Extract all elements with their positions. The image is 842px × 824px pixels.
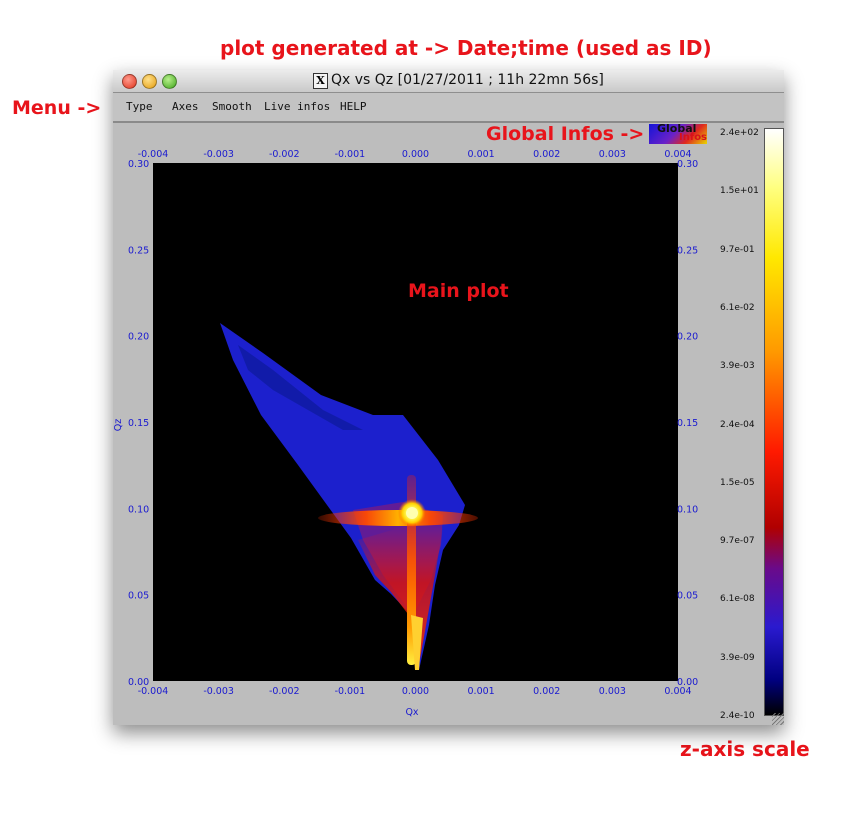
plot-window: X Qx vs Qz [01/27/2011 ; 11h 22mn 56s] T… xyxy=(113,70,784,725)
global-infos-button[interactable]: Global Infos xyxy=(649,124,707,144)
annotation-timestamp: plot generated at -> Date;time (used as … xyxy=(220,36,712,60)
x-tick-label-top: 0.001 xyxy=(468,149,495,160)
z-scale-tick-label: 9.7e-01 xyxy=(720,244,755,255)
x-tick-label-bottom: 0.004 xyxy=(664,686,691,697)
x-tick-label-bottom: -0.002 xyxy=(269,686,300,697)
x-tick-label-top: 0.004 xyxy=(664,149,691,160)
resize-grip-icon[interactable] xyxy=(772,713,784,725)
y-tick-label-left: 0.15 xyxy=(128,418,149,429)
vertical-streak xyxy=(407,475,416,665)
menu-item-axes[interactable]: Axes xyxy=(172,100,199,113)
y-tick-label-left: 0.25 xyxy=(128,245,149,256)
scatter-region-blue xyxy=(220,323,465,670)
y-tick-label-right: 0.25 xyxy=(677,245,698,256)
x-tick-label-bottom: 0.000 xyxy=(402,686,429,697)
menu-bar: Type Axes Smooth Live infos HELP xyxy=(113,93,784,123)
annotation-z-axis: z-axis scale xyxy=(680,737,810,761)
z-scale-tick-label: 3.9e-09 xyxy=(720,652,755,663)
x-tick-label-bottom: 0.002 xyxy=(533,686,560,697)
global-infos-line1: Global xyxy=(657,124,697,135)
y-axis-label: Qz xyxy=(113,419,124,431)
y-tick-label-right: 0.05 xyxy=(677,591,698,602)
z-scale-tick-label: 1.5e+01 xyxy=(720,186,759,197)
z-scale-tick-label: 6.1e-02 xyxy=(720,302,755,313)
annotation-menu: Menu -> xyxy=(12,97,102,119)
x-tick-label-bottom: -0.004 xyxy=(138,686,169,697)
menu-item-smooth[interactable]: Smooth xyxy=(212,100,252,113)
y-tick-label-left: 0.20 xyxy=(128,332,149,343)
scatter-region-deep xyxy=(238,345,363,430)
z-scale-tick-label: 2.4e-10 xyxy=(720,711,755,721)
menu-item-type[interactable]: Type xyxy=(126,100,153,113)
x-tick-label-top: 0.003 xyxy=(599,149,626,160)
zoom-button[interactable] xyxy=(162,74,177,89)
scatter-region-purple xyxy=(353,502,443,615)
annotation-global-infos: Global Infos -> xyxy=(486,123,645,145)
main-plot[interactable]: -0.004 -0.004 -0.003 -0.003 -0.002 -0.002 -0.0… xyxy=(113,70,784,725)
horizontal-streak xyxy=(318,510,478,526)
x-tick-label-bottom: 0.001 xyxy=(468,686,495,697)
global-infos-line2: Infos xyxy=(679,132,707,143)
y-tick-label-left: 0.00 xyxy=(128,677,149,688)
z-color-scale xyxy=(764,128,784,716)
title-bar[interactable]: X Qx vs Qz [01/27/2011 ; 11h 22mn 56s] xyxy=(113,70,784,93)
x-tick-label-bottom: 0.003 xyxy=(599,686,626,697)
window-title: Qx vs Qz [01/27/2011 ; 11h 22mn 56s] xyxy=(331,72,604,88)
x-tick-label-bottom: -0.001 xyxy=(335,686,366,697)
y-tick-label-right: 0.30 xyxy=(677,159,698,170)
annotation-main-plot: Main plot xyxy=(408,280,509,302)
minimize-button[interactable] xyxy=(142,74,157,89)
z-scale-tick-label: 9.7e-07 xyxy=(720,536,755,547)
scatter-region-red xyxy=(358,525,443,670)
z-scale-tick-label: 2.4e-04 xyxy=(720,419,755,430)
z-scale-tick-label: 2.4e+02 xyxy=(720,128,759,138)
z-scale-tick-label: 1.5e-05 xyxy=(720,477,755,488)
x-tick-label-bottom: -0.003 xyxy=(203,686,234,697)
y-tick-label-left: 0.05 xyxy=(128,591,149,602)
specular-spot xyxy=(398,499,426,527)
y-tick-label-left: 0.10 xyxy=(128,504,149,515)
z-scale-tick-label: 6.1e-08 xyxy=(720,594,755,605)
x-tick-label-top: 0.002 xyxy=(533,149,560,160)
close-button[interactable] xyxy=(122,74,137,89)
x-tick-label-top: 0.000 xyxy=(402,149,429,160)
y-tick-label-right: 0.15 xyxy=(677,418,698,429)
x-tick-label-top: -0.003 xyxy=(203,149,234,160)
plot-area xyxy=(153,163,678,681)
tail xyxy=(411,615,423,670)
y-tick-label-right: 0.20 xyxy=(677,332,698,343)
x11-icon: X xyxy=(313,73,328,89)
y-tick-label-left: 0.30 xyxy=(128,159,149,170)
x-tick-label-top: -0.002 xyxy=(269,149,300,160)
z-scale-tick-label: 3.9e-03 xyxy=(720,361,755,372)
y-tick-label-right: 0.10 xyxy=(677,504,698,515)
menu-item-live-infos[interactable]: Live infos xyxy=(264,100,331,113)
x-tick-label-top: -0.004 xyxy=(138,149,169,160)
x-axis-label: Qx xyxy=(405,707,418,718)
menu-item-help[interactable]: HELP xyxy=(340,100,367,113)
x-tick-label-top: -0.001 xyxy=(335,149,366,160)
y-tick-label-right: 0.00 xyxy=(677,677,698,688)
